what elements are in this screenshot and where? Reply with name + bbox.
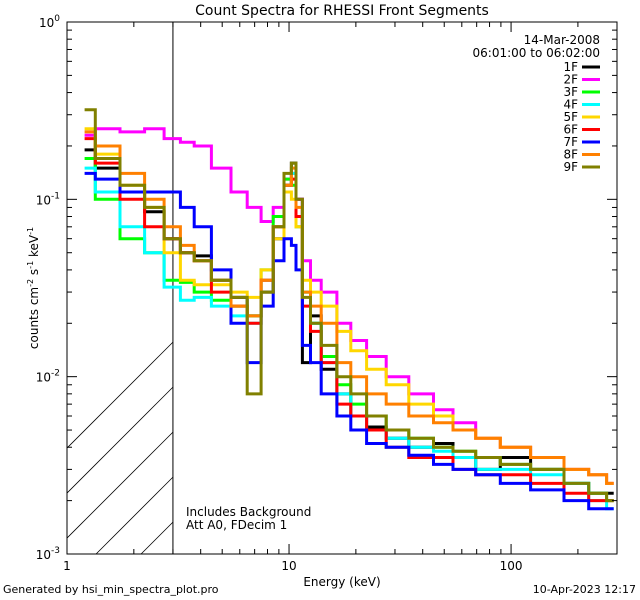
legend-label-2F: 2F bbox=[563, 73, 578, 87]
y-tick-label: 10-1 bbox=[36, 191, 60, 207]
hatch-line bbox=[66, 386, 174, 494]
series-8F bbox=[84, 130, 614, 485]
legend-label-6F: 6F bbox=[563, 123, 578, 137]
date-label: 14-Mar-2008 bbox=[524, 33, 600, 47]
x-axis-label: Energy (keV) bbox=[303, 575, 380, 589]
series-layer bbox=[84, 108, 614, 511]
hatch-line bbox=[140, 521, 174, 555]
y-tick-label: 100 bbox=[39, 14, 60, 30]
hatch-line bbox=[66, 341, 174, 449]
series-5F bbox=[84, 127, 614, 485]
time-range-label: 06:01:00 to 06:02:00 bbox=[473, 46, 600, 60]
series-9F bbox=[84, 108, 614, 503]
x-tick-label: 10 bbox=[281, 559, 296, 573]
legend-label-1F: 1F bbox=[563, 60, 578, 74]
series-2F bbox=[84, 127, 614, 485]
footer-timestamp: 10-Apr-2023 12:17 bbox=[532, 583, 636, 596]
y-axis-label: counts cm-2 s-1 keV-1 bbox=[26, 227, 41, 349]
legend-label-5F: 5F bbox=[563, 110, 578, 124]
legend-label-3F: 3F bbox=[563, 85, 578, 99]
chart-title: Count Spectra for RHESSI Front Segments bbox=[195, 3, 489, 19]
hatch-line bbox=[66, 431, 174, 539]
y-tick-label: 10-3 bbox=[36, 546, 60, 562]
legend-label-9F: 9F bbox=[563, 160, 578, 174]
annotation-background: Includes Background bbox=[186, 505, 311, 519]
series-7F bbox=[84, 171, 614, 511]
annotation-attenuator: Att A0, FDecim 1 bbox=[186, 518, 287, 532]
legend-label-4F: 4F bbox=[563, 98, 578, 112]
axis-ticks: 1 10 100 10-3 10-2 10-1 100 bbox=[36, 14, 618, 573]
footer-generated-by: Generated by hsi_min_spectra_plot.pro bbox=[3, 583, 219, 596]
hatch-line bbox=[95, 476, 174, 555]
legend-label-7F: 7F bbox=[563, 135, 578, 149]
plot-frame bbox=[66, 21, 618, 555]
excluded-region-hatch bbox=[66, 22, 174, 555]
legend-label-8F: 8F bbox=[563, 148, 578, 162]
x-tick-label: 1 bbox=[63, 559, 71, 573]
y-tick-label: 10-2 bbox=[36, 369, 60, 385]
x-tick-label: 100 bbox=[500, 559, 523, 573]
